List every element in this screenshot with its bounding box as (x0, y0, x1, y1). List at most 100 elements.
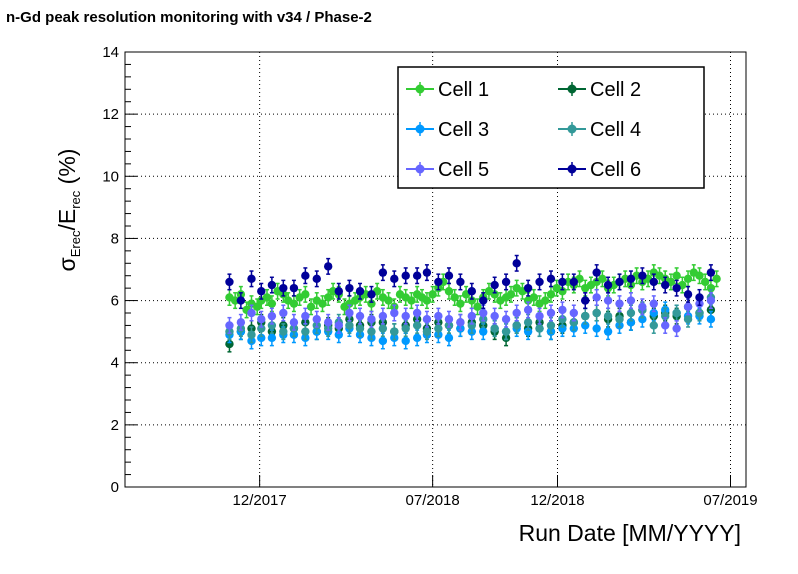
data-point (401, 324, 410, 333)
data-point (318, 299, 327, 308)
data-point (334, 287, 344, 296)
y-tick-label: 8 (111, 230, 119, 247)
data-point (490, 280, 499, 290)
data-point (592, 268, 601, 277)
data-point (225, 321, 234, 330)
data-point (649, 299, 658, 308)
data-point (661, 321, 670, 330)
data-point (695, 271, 704, 280)
data-point (626, 296, 636, 305)
data-point (569, 277, 579, 287)
data-point (672, 324, 681, 333)
data-point (323, 318, 333, 327)
x-tick-label: 12/2018 (530, 492, 584, 509)
data-point (712, 274, 721, 284)
data-point (390, 274, 399, 284)
data-point (479, 327, 488, 336)
axes: 0 2 4 6 8 10 12 14 12/2017 07/2018 12/2018 07/2019 (102, 44, 757, 509)
legend-marker (415, 164, 425, 174)
data-point (355, 287, 365, 296)
data-point (390, 327, 399, 336)
data-point (456, 318, 465, 327)
legend-marker (415, 124, 425, 134)
x-tick-label: 07/2018 (406, 492, 460, 509)
data-point (444, 315, 454, 324)
data-point (598, 274, 607, 284)
y-axis-label-unit: (%) (54, 149, 80, 191)
data-point (695, 308, 704, 318)
legend-label: Cell 3 (438, 119, 489, 141)
data-point (558, 287, 567, 296)
data-point (535, 311, 544, 321)
y-axis-label-sub1: Erec (68, 230, 83, 257)
data-point (355, 324, 365, 333)
data-point (490, 311, 499, 321)
chart-title: n-Gd peak resolution monitoring with v34… (6, 9, 372, 26)
data-point (267, 333, 277, 343)
data-point (558, 305, 567, 315)
data-point (683, 315, 693, 324)
legend-marker (567, 84, 577, 94)
data-point (706, 283, 716, 293)
data-point (683, 302, 693, 311)
data-point (367, 327, 376, 336)
data-point (535, 324, 544, 333)
data-point (672, 271, 681, 280)
data-point (401, 311, 410, 321)
data-point (412, 321, 422, 330)
data-point (355, 311, 365, 321)
data-point (434, 311, 443, 321)
y-tick-label: 14 (102, 44, 119, 61)
data-point (706, 268, 716, 277)
data-point (412, 333, 422, 343)
y-tick-label: 10 (102, 168, 119, 185)
data-point (444, 333, 454, 343)
data-point (267, 280, 277, 290)
data-point (467, 287, 477, 296)
data-point (289, 299, 299, 308)
data-point (257, 287, 266, 296)
data-point (323, 262, 333, 271)
legend-box (397, 66, 705, 189)
legend-label: Cell 6 (590, 159, 641, 181)
data-point (306, 302, 316, 311)
data-point (312, 315, 321, 324)
data-point (683, 290, 693, 299)
data-point (257, 315, 266, 324)
data-point (638, 302, 647, 311)
data-point (267, 321, 277, 330)
data-point (592, 293, 601, 302)
data-point (649, 277, 658, 287)
y-tick-label: 6 (111, 293, 119, 310)
data-point (323, 293, 333, 302)
data-point (626, 274, 636, 284)
data-point (581, 321, 590, 330)
series-cell-5 (225, 288, 716, 338)
data-point (422, 268, 432, 277)
data-point (401, 271, 410, 280)
data-point (615, 299, 624, 308)
data-point (289, 283, 299, 293)
data-point (706, 296, 716, 305)
data-point (529, 293, 539, 302)
legend: Cell 1 Cell 2 Cell 3 Cell 4 Cell 5 Cell 6 (397, 66, 705, 189)
legend-marker (567, 164, 577, 174)
data-point (523, 283, 533, 293)
data-point (626, 318, 636, 327)
data-point (334, 321, 344, 330)
data-point (412, 271, 422, 280)
data-point (581, 296, 590, 305)
y-axis-label-mid: /E (54, 209, 80, 231)
data-point (428, 290, 437, 299)
data-point (506, 290, 516, 299)
data-point (257, 324, 266, 333)
data-point (490, 290, 499, 299)
data-point (312, 274, 321, 284)
data-point (672, 308, 681, 318)
data-point (706, 305, 716, 315)
data-point (592, 324, 601, 333)
data-point (225, 339, 234, 349)
data-point (467, 321, 477, 330)
y-tick-label: 12 (102, 106, 119, 123)
data-point (390, 308, 399, 318)
